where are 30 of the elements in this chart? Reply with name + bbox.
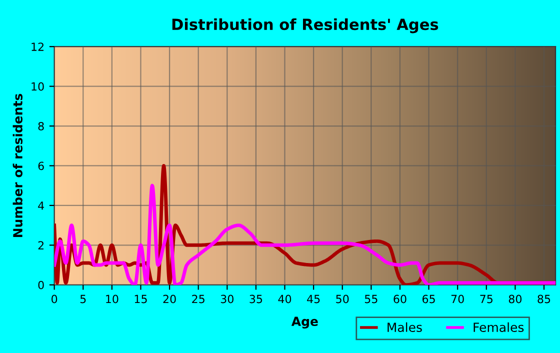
y-tick-label: 10 [32,82,44,91]
x-tick-label: 20 [163,294,176,304]
x-tick-label: 60 [394,294,406,304]
x-tick-label: 40 [278,294,292,304]
y-tick-label: 12 [32,42,44,51]
y-tick-label: 6 [38,162,44,170]
x-tick-label: 5 [80,294,86,304]
x-tick-label: 55 [364,294,378,304]
x-tick-label: 10 [106,294,118,304]
x-tick-label: 75 [480,294,492,304]
x-tick-label: 0 [52,294,58,304]
y-tick-label: 8 [38,122,44,130]
x-tick-label: 25 [192,294,204,304]
x-tick-label: 15 [134,294,147,304]
legend-label: Males [388,322,422,332]
x-tick-label: 65 [422,294,435,304]
chart-title: Distribution of Residents' Ages [172,18,438,34]
x-axis-title: Age [291,316,318,329]
x-tick-label: 30 [220,294,234,304]
y-tick-label: 0 [38,280,44,290]
x-tick-label: 80 [508,294,522,304]
y-tick-label: 2 [38,241,44,250]
legend-label: Females [474,322,524,332]
x-tick-label: 50 [336,294,349,304]
y-tick-label: 4 [38,202,44,210]
y-axis-title: Number of residents [12,94,22,237]
x-tick-label: 45 [307,294,320,304]
x-tick-label: 85 [538,294,550,304]
x-tick-label: 70 [451,294,464,304]
x-tick-label: 35 [250,294,262,304]
